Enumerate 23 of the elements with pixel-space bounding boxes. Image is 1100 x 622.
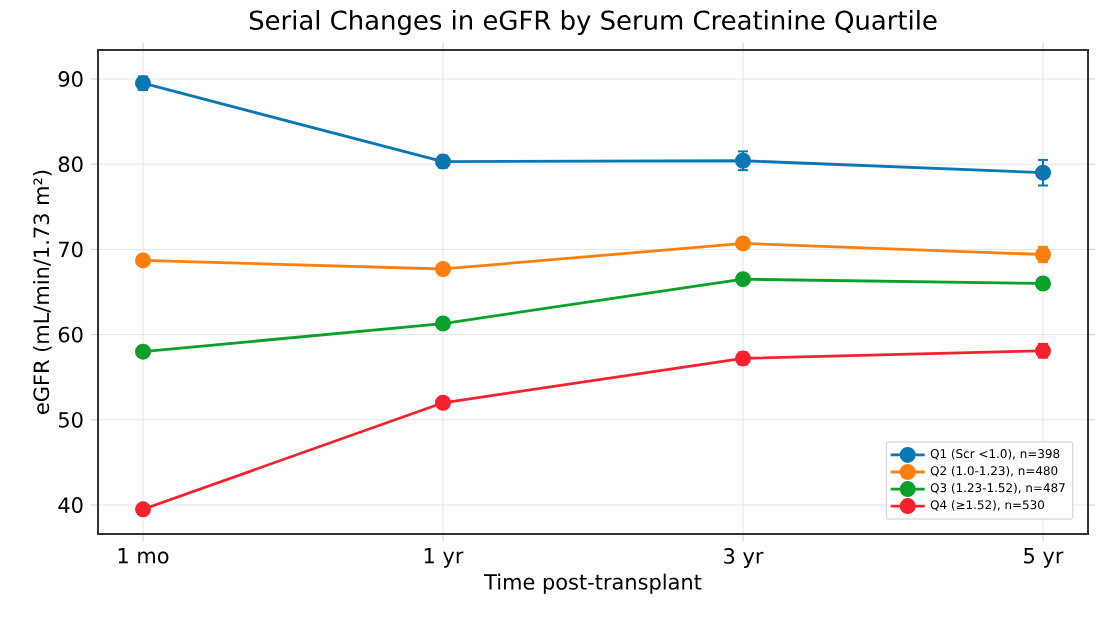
point <box>735 235 751 252</box>
x-tick-label: 1 yr <box>424 548 464 568</box>
y-tick-label: 90 <box>58 71 83 87</box>
point <box>135 252 151 269</box>
point <box>1035 164 1052 181</box>
x-tick-label: 1 mo <box>118 548 169 564</box>
y-tick-label: 70 <box>59 241 83 258</box>
y-tick-label: 50 <box>58 411 83 428</box>
point <box>135 501 151 518</box>
y-tick-label: 80 <box>58 156 83 173</box>
point <box>1035 275 1052 292</box>
y-axis-title: eGFR (mL/min/1.73 m²) <box>33 170 52 414</box>
chart-title: Serial Changes in eGFR by Serum Creatinine Quartile <box>249 9 937 35</box>
y-tick-label: 60 <box>58 326 83 343</box>
point <box>435 315 451 332</box>
x-tick-label: 3 yr <box>724 548 764 568</box>
point <box>435 260 451 277</box>
point <box>735 271 751 288</box>
point <box>435 394 451 411</box>
x-tick-label: 5 yr <box>1024 548 1064 568</box>
x-axis-title: Time post-transplant <box>484 573 702 594</box>
y-tick-label: 40 <box>58 497 83 513</box>
point <box>135 343 151 360</box>
